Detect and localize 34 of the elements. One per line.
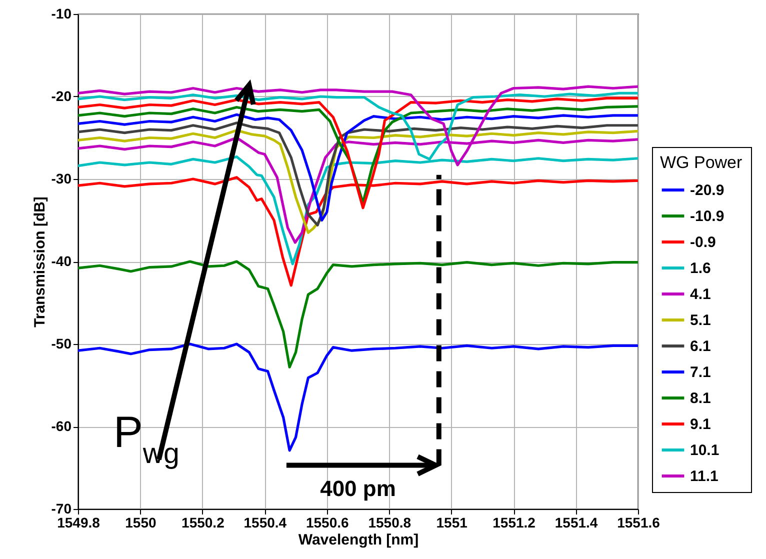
x-tick-label: 1551.6: [617, 514, 660, 530]
legend-label: 9.1: [690, 416, 711, 433]
y-tick-label: -20: [51, 88, 72, 104]
x-tick-label: 1551.4: [554, 514, 598, 530]
legend-label: -20.9: [690, 182, 724, 199]
x-tick-label: 1551.2: [492, 514, 536, 530]
legend-title: WG Power: [660, 153, 743, 172]
y-tick-label: -70: [51, 500, 72, 516]
legend-label: 10.1: [690, 442, 720, 459]
y-tick-label: -60: [51, 418, 72, 434]
legend-label: 8.1: [690, 390, 711, 407]
x-tick-label: 1550: [125, 514, 157, 530]
x-tick-label: 1550.6: [306, 514, 350, 530]
x-tick-label: 1550.4: [244, 514, 287, 530]
legend-label: 1.6: [690, 260, 711, 277]
legend-label: 6.1: [690, 338, 711, 355]
legend-label: 4.1: [690, 286, 711, 303]
x-tick-label: 1550.8: [368, 514, 412, 530]
annotation: 400 pm: [320, 476, 396, 501]
y-tick-label: -30: [51, 170, 72, 186]
legend-label: 7.1: [690, 364, 711, 381]
y-tick-label: -10: [51, 6, 72, 22]
x-axis-title: Wavelength [nm]: [298, 532, 419, 548]
legend-label: -10.9: [690, 208, 724, 225]
legend-label: 11.1: [690, 468, 718, 485]
y-tick-label: -50: [51, 336, 72, 352]
line-series: [78, 260, 638, 368]
y-axis-title: Transmission [dB]: [31, 196, 48, 328]
y-tick-label: -40: [51, 253, 72, 269]
x-tick-label: 1551: [436, 514, 468, 530]
legend-label: -0.9: [690, 234, 716, 251]
x-tick-label: 1550.2: [182, 514, 225, 530]
x-tick-label: 1549.8: [57, 514, 100, 530]
legend-label: 5.1: [690, 312, 711, 329]
